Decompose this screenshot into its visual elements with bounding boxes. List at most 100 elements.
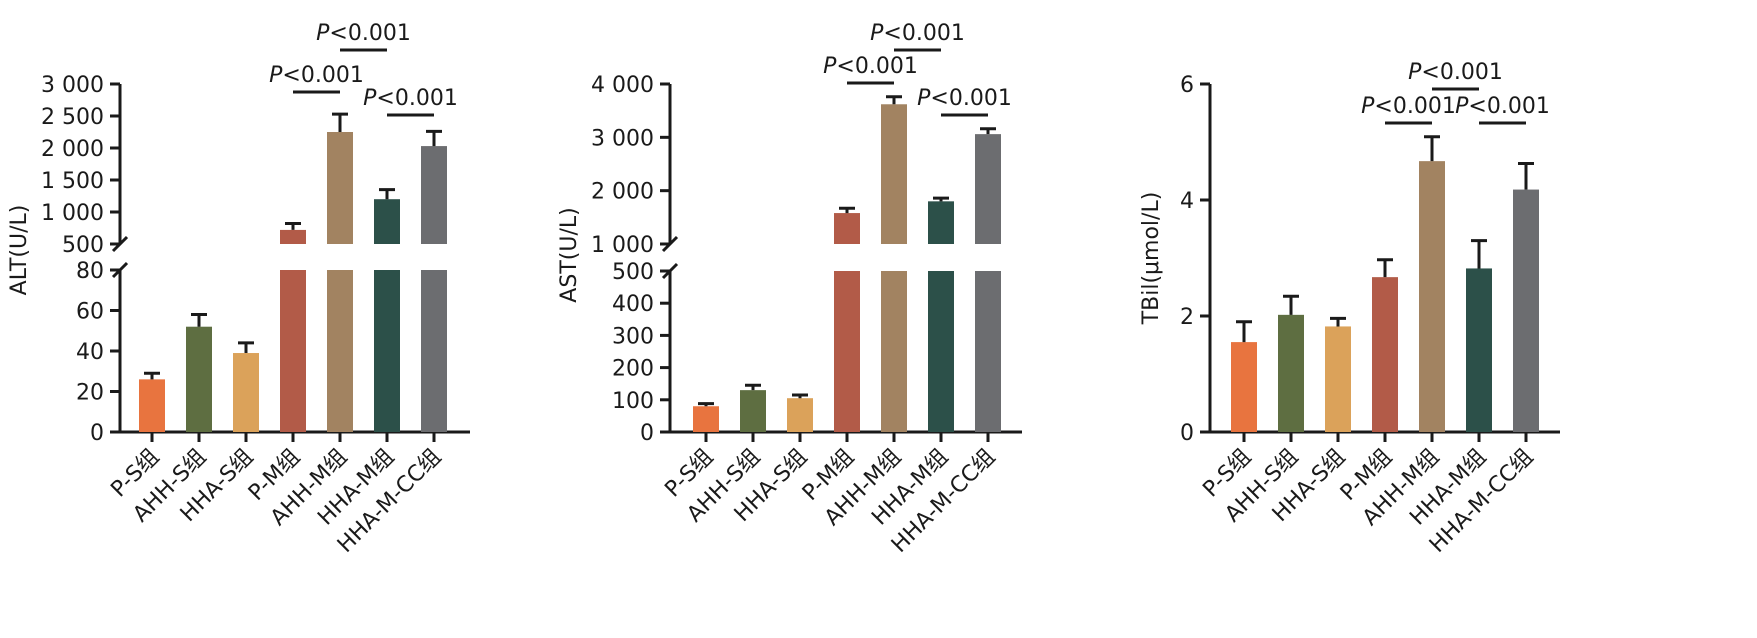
y-tick-label: 20 [76,381,104,406]
y-axis-label: ALT(U/L) [7,205,32,296]
error-bar [792,393,808,399]
y-tick-label: 0 [1180,421,1194,446]
bar [740,390,766,432]
bar-upper-segment [881,104,907,245]
bar [1278,314,1304,432]
bar-upper-segment [421,146,447,244]
y-axis-label: AST(U/L) [557,207,582,302]
y-tick-label: 3 000 [591,126,654,151]
p-letter: P [917,86,931,111]
error-bar [1424,135,1440,162]
y-tick-label: 300 [612,324,654,349]
error-bar [285,222,301,230]
bar-lower-segment [374,270,400,432]
y-tick-label: 6 [1180,73,1194,98]
p-value: <0.001 [836,54,917,79]
p-letter: P [269,63,283,88]
y-tick-label: 80 [76,259,104,284]
significance-label: P<0.001 [823,54,918,79]
y-tick-label: 4 [1180,189,1194,214]
error-bar [1518,161,1534,190]
p-value: <0.001 [329,21,410,46]
y-tick-label: 1 000 [41,201,104,226]
p-letter: P [316,21,330,46]
bar-lower-segment [928,271,954,432]
y-tick-label: 500 [62,233,104,258]
bar-upper-segment [975,134,1001,244]
error-bar [1283,294,1299,315]
bar [693,406,719,432]
bar [1231,342,1257,432]
y-tick-label: 3 000 [41,73,104,98]
bar [1513,189,1539,432]
bar [787,398,813,432]
bar [1325,326,1351,432]
significance-label: P<0.001 [363,86,458,111]
significance-label: P<0.001 [316,21,411,46]
y-tick-label: 0 [640,421,654,446]
bar-upper-segment [374,199,400,244]
error-bar [379,188,395,200]
error-bar [332,112,348,132]
error-bar [1471,239,1487,269]
p-value: <0.001 [1421,60,1502,85]
y-tick-label: 2 000 [591,180,654,205]
bar [1419,161,1445,432]
y-tick-label: 2 500 [41,105,104,130]
y-tick-label: 1 500 [41,169,104,194]
error-bar [191,313,207,327]
p-letter: P [1408,60,1422,85]
significance-label: P<0.001 [1361,94,1456,119]
y-tick-label: 1 000 [591,233,654,258]
p-value: <0.001 [1374,94,1455,119]
error-bar [426,129,442,147]
significance-label: P<0.001 [1455,94,1550,119]
p-value: <0.001 [376,86,457,111]
significance-label: P<0.001 [1408,60,1503,85]
bar-lower-segment [834,271,860,432]
bar [186,326,212,432]
bar-lower-segment [421,270,447,432]
y-tick-label: 4 000 [591,73,654,98]
p-letter: P [363,86,377,111]
error-bar [745,383,761,391]
significance-label: P<0.001 [269,63,364,88]
error-bar [238,341,254,354]
bar [233,353,259,432]
y-tick-label: 2 [1180,305,1194,330]
p-letter: P [870,21,884,46]
error-bar [698,402,714,407]
bar-upper-segment [928,201,954,244]
bar-upper-segment [834,213,860,244]
error-bar [839,206,855,214]
p-value: <0.001 [282,63,363,88]
error-bar [1330,316,1346,327]
y-tick-label: 40 [76,340,104,365]
error-bar [933,196,949,202]
y-tick-label: 200 [612,357,654,382]
error-bar [886,95,902,105]
error-bar [1377,258,1393,278]
p-letter: P [1455,94,1469,119]
error-bar [980,127,996,135]
y-tick-label: 100 [612,389,654,414]
y-axis-label: TBil(μmol/L) [1139,192,1164,326]
significance-label: P<0.001 [870,21,965,46]
bar [1372,277,1398,432]
p-letter: P [823,54,837,79]
error-bar [1236,320,1252,343]
bar-lower-segment [881,271,907,432]
y-tick-label: 400 [612,292,654,317]
bar-upper-segment [327,132,353,244]
p-value: <0.001 [883,21,964,46]
p-letter: P [1361,94,1375,119]
y-tick-label: 500 [612,260,654,285]
bar-lower-segment [280,270,306,432]
error-bar [144,371,160,380]
y-tick-label: 0 [90,421,104,446]
p-value: <0.001 [930,86,1011,111]
chart-panel-3: 0246TBil(μmol/L)P-S组AHH-S组HHA-S组P-M组AHH-… [1139,60,1560,558]
